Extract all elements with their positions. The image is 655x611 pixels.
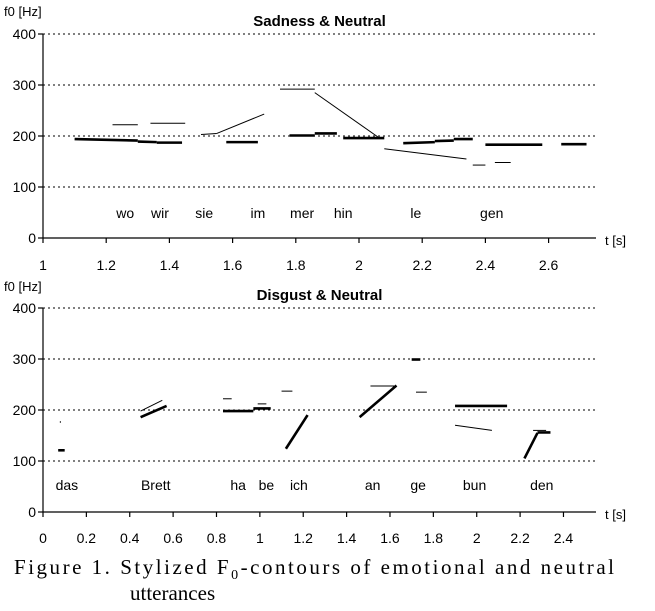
x-tick-label: 2.4	[554, 530, 574, 546]
chart-sadness-neutral: Sadness & Neutral f0 [Hz] t [s] 0 100 200 300 4…	[4, 4, 626, 273]
x-tick-label: 0.8	[207, 530, 227, 546]
y-tick-label: 0	[28, 504, 36, 520]
syllable-label: ge	[410, 477, 426, 493]
contour-segment-thin	[200, 132, 217, 135]
x-tick-label: 1.8	[286, 257, 306, 273]
syllable-label: ich	[290, 477, 308, 493]
syllable-label: sie	[195, 205, 213, 221]
x-tick-label: 1.2	[294, 530, 314, 546]
syllable-label: Brett	[141, 477, 171, 493]
x-tick-label: 1	[256, 530, 264, 546]
y-tick-label: 100	[13, 453, 37, 469]
x-tick-label: 1.2	[96, 257, 116, 273]
y-tick-label: 300	[13, 351, 37, 367]
y-axis-label: f0 [Hz]	[4, 4, 42, 19]
x-tick-label: 2.2	[412, 257, 432, 273]
figure-caption-line1: Figure 1. Stylized F 0 -contours of emotio…	[14, 555, 614, 583]
x-tick-label: 1	[39, 257, 47, 273]
x-tick-label: 1.6	[223, 257, 243, 273]
syllable-label: le	[410, 205, 421, 221]
contour-segment-thick	[358, 384, 398, 419]
contour-segment-thin	[384, 148, 467, 160]
contour-segment-thin	[140, 399, 163, 412]
contour-segment-thin	[216, 113, 265, 134]
caption-prefix: Figure 1. Stylized F	[14, 555, 229, 579]
y-tick-label: 0	[28, 230, 36, 246]
x-tick-label: 2	[355, 257, 363, 273]
contour-segment-thick	[137, 140, 157, 144]
contour-segment-thin	[314, 92, 379, 138]
x-tick-label: 2	[473, 530, 481, 546]
syllable-label: an	[365, 477, 381, 493]
chart-disgust-neutral: Disgust & Neutral f0 [Hz] t [s] 0 100 200 300 4…	[4, 279, 626, 546]
y-tick-label: 100	[13, 179, 37, 195]
contour-segment-thick	[403, 140, 435, 145]
x-tick-label: 1.4	[160, 257, 180, 273]
contour-segment-thick	[284, 414, 309, 450]
x-tick-label: 1.8	[424, 530, 444, 546]
syllable-label: be	[259, 477, 275, 493]
syllable-label: das	[56, 477, 79, 493]
syllable-label: gen	[480, 205, 503, 221]
syllable-label: mer	[290, 205, 314, 221]
syllable-label: den	[530, 477, 553, 493]
x-axis-label: t [s]	[605, 507, 626, 522]
contour-segment-thick	[434, 139, 454, 143]
y-tick-label: 400	[13, 300, 37, 316]
syllable-label: wir	[150, 205, 169, 221]
x-tick-label: 0.6	[163, 530, 183, 546]
caption-subscript: 0	[231, 568, 238, 583]
y-tick-label: 300	[13, 77, 37, 93]
chart-title: Disgust & Neutral	[257, 287, 383, 304]
chart-title: Sadness & Neutral	[253, 13, 386, 30]
syllable-label: wo	[115, 205, 134, 221]
contour-segment-thick	[74, 137, 138, 142]
syllable-label: hin	[334, 205, 353, 221]
y-tick-label: 200	[13, 402, 37, 418]
x-tick-label: 0.4	[120, 530, 140, 546]
syllable-label: ha	[230, 477, 246, 493]
x-tick-label: 0	[39, 530, 47, 546]
figure-caption-line2: utterances	[130, 581, 215, 605]
y-axis-label: f0 [Hz]	[4, 279, 42, 294]
syllable-label: bun	[463, 477, 486, 493]
x-tick-label: 0.2	[77, 530, 97, 546]
x-tick-label: 2.4	[476, 257, 496, 273]
x-tick-label: 2.6	[539, 257, 559, 273]
x-axis-label: t [s]	[605, 233, 626, 248]
contour-segment-thick	[140, 404, 168, 419]
syllable-label: im	[250, 205, 265, 221]
x-tick-label: 1.4	[337, 530, 357, 546]
y-tick-label: 400	[13, 26, 37, 42]
x-tick-label: 2.2	[510, 530, 530, 546]
y-tick-label: 200	[13, 128, 37, 144]
contour-segment-thin	[454, 424, 492, 431]
caption-suffix: -contours of emotional and neutral	[241, 555, 615, 579]
contour-segment-thick	[523, 432, 539, 460]
x-tick-label: 1.6	[380, 530, 400, 546]
